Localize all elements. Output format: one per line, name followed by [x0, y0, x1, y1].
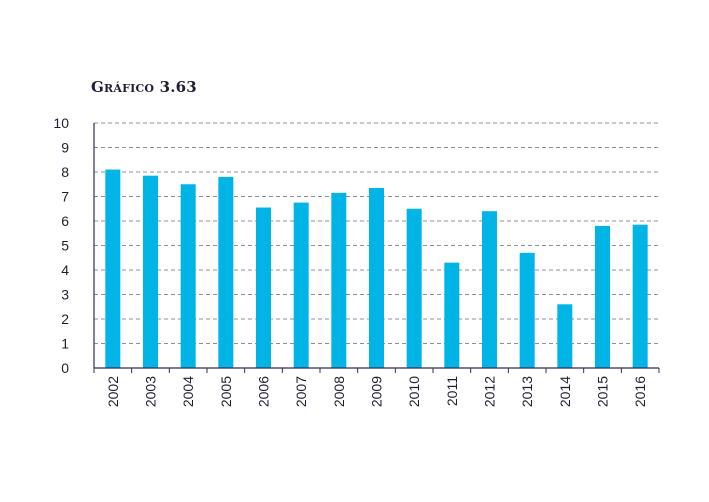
- bar-2003: [143, 175, 158, 368]
- bar-2005: [218, 176, 234, 368]
- axes: [93, 123, 660, 373]
- y-tick-label: 6: [61, 213, 69, 229]
- x-tick-label: 2011: [444, 376, 460, 406]
- x-tick-labels: 2002 2003 2004 2005 2006 2007 2008 2009 2010 2011…: [105, 376, 648, 407]
- bar-2007: [293, 202, 309, 368]
- y-tick-label: 1: [61, 336, 69, 352]
- bar-2010: [406, 208, 422, 368]
- x-tick-label: 2016: [632, 376, 648, 407]
- bar-2013: [519, 252, 535, 368]
- bar-2014: [557, 304, 573, 368]
- x-tick-label: 2003: [143, 376, 159, 407]
- x-tick-label: 2014: [557, 376, 573, 407]
- chart-title: Gráfico 3.63: [91, 78, 197, 96]
- x-tick-label: 2012: [482, 376, 498, 407]
- x-tick-label: 2015: [595, 376, 611, 407]
- x-tick-label: 2006: [256, 376, 272, 407]
- x-tick-label: 2009: [369, 376, 385, 407]
- bar-2016: [632, 224, 648, 368]
- y-tick-label: 0: [61, 360, 69, 376]
- y-tick-labels: 0 1 2 3 4 5 6 7 8 9 10: [53, 115, 69, 376]
- y-tick-label: 8: [61, 164, 69, 180]
- bar-2002: [105, 169, 121, 368]
- y-tick-label: 7: [61, 189, 69, 205]
- x-tick-label: 2013: [519, 376, 535, 407]
- bar-2008: [331, 192, 347, 368]
- bar-2015: [595, 225, 610, 368]
- bar-2011: [444, 262, 460, 368]
- x-tick-label: 2002: [105, 376, 121, 407]
- x-tick-label: 2008: [331, 376, 347, 407]
- x-tick-label: 2007: [293, 376, 309, 407]
- bar-2004: [180, 184, 196, 368]
- bar-2009: [369, 187, 384, 368]
- x-tick-label: 2004: [180, 376, 196, 407]
- y-tick-label: 3: [61, 287, 69, 303]
- bars: [105, 169, 648, 368]
- y-tick-label: 2: [61, 311, 69, 327]
- y-tick-label: 9: [61, 140, 69, 156]
- bar-2012: [482, 211, 497, 368]
- x-tick-label: 2010: [406, 376, 422, 407]
- bar-2006: [256, 207, 271, 368]
- y-tick-label: 5: [61, 238, 69, 254]
- y-tick-label: 10: [53, 115, 69, 131]
- y-tick-label: 4: [61, 262, 69, 278]
- x-tick-label: 2005: [218, 376, 234, 407]
